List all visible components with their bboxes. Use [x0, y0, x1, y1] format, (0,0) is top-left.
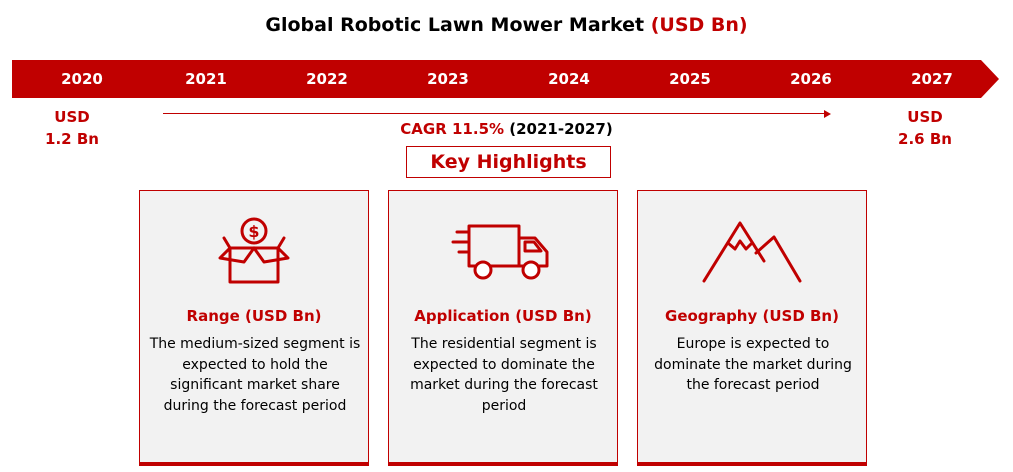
- highlight-card-application: Application (USD Bn) The residential seg…: [388, 190, 618, 466]
- card-title: Range (USD Bn): [186, 307, 322, 325]
- card-title: Application (USD Bn): [414, 307, 592, 325]
- timeline-year-2023: 2023: [375, 60, 515, 98]
- cagr-arrow-line: [163, 113, 825, 114]
- timeline-year-2020: 2020: [12, 60, 152, 98]
- timeline-year-2021: 2021: [133, 60, 273, 98]
- arrow-right-icon: [824, 110, 831, 118]
- cagr-period: (2021-2027): [504, 120, 613, 138]
- card-text: The residential segment is expected to d…: [410, 336, 598, 414]
- mountain-icon: [638, 213, 866, 291]
- svg-text:$: $: [248, 222, 259, 241]
- page-title: Global Robotic Lawn Mower Market (USD Bn…: [0, 14, 1013, 36]
- timeline-year-2022: 2022: [254, 60, 394, 98]
- start-value: USD 1.2 Bn: [45, 108, 99, 148]
- end-value: USD 2.6 Bn: [898, 108, 952, 148]
- card-text: Europe is expected to dominate the marke…: [654, 336, 852, 393]
- highlight-card-range: $ Range (USD Bn) The medium-sized segmen…: [139, 190, 369, 466]
- cagr-text: CAGR 11.5% (2021-2027): [0, 120, 1013, 138]
- title-main: Global Robotic Lawn Mower Market: [265, 14, 651, 36]
- timeline-year-2026: 2026: [738, 60, 878, 98]
- card-title: Geography (USD Bn): [665, 307, 839, 325]
- timeline-year-2025: 2025: [617, 60, 757, 98]
- timeline-year-2027: 2027: [859, 60, 999, 98]
- year-timeline: 2020 2021 2022 2023 2024 2025 2026 2027: [12, 60, 992, 98]
- timeline-year-2024: 2024: [496, 60, 636, 98]
- cagr-label: CAGR 11.5%: [400, 120, 505, 138]
- title-unit: (USD Bn): [650, 14, 748, 36]
- highlight-card-geography: Geography (USD Bn) Europe is expected to…: [637, 190, 867, 466]
- key-highlights-heading: Key Highlights: [406, 146, 611, 178]
- money-box-icon: $: [140, 213, 368, 291]
- delivery-truck-icon: [389, 213, 617, 291]
- card-text: The medium-sized segment is expected to …: [149, 336, 361, 414]
